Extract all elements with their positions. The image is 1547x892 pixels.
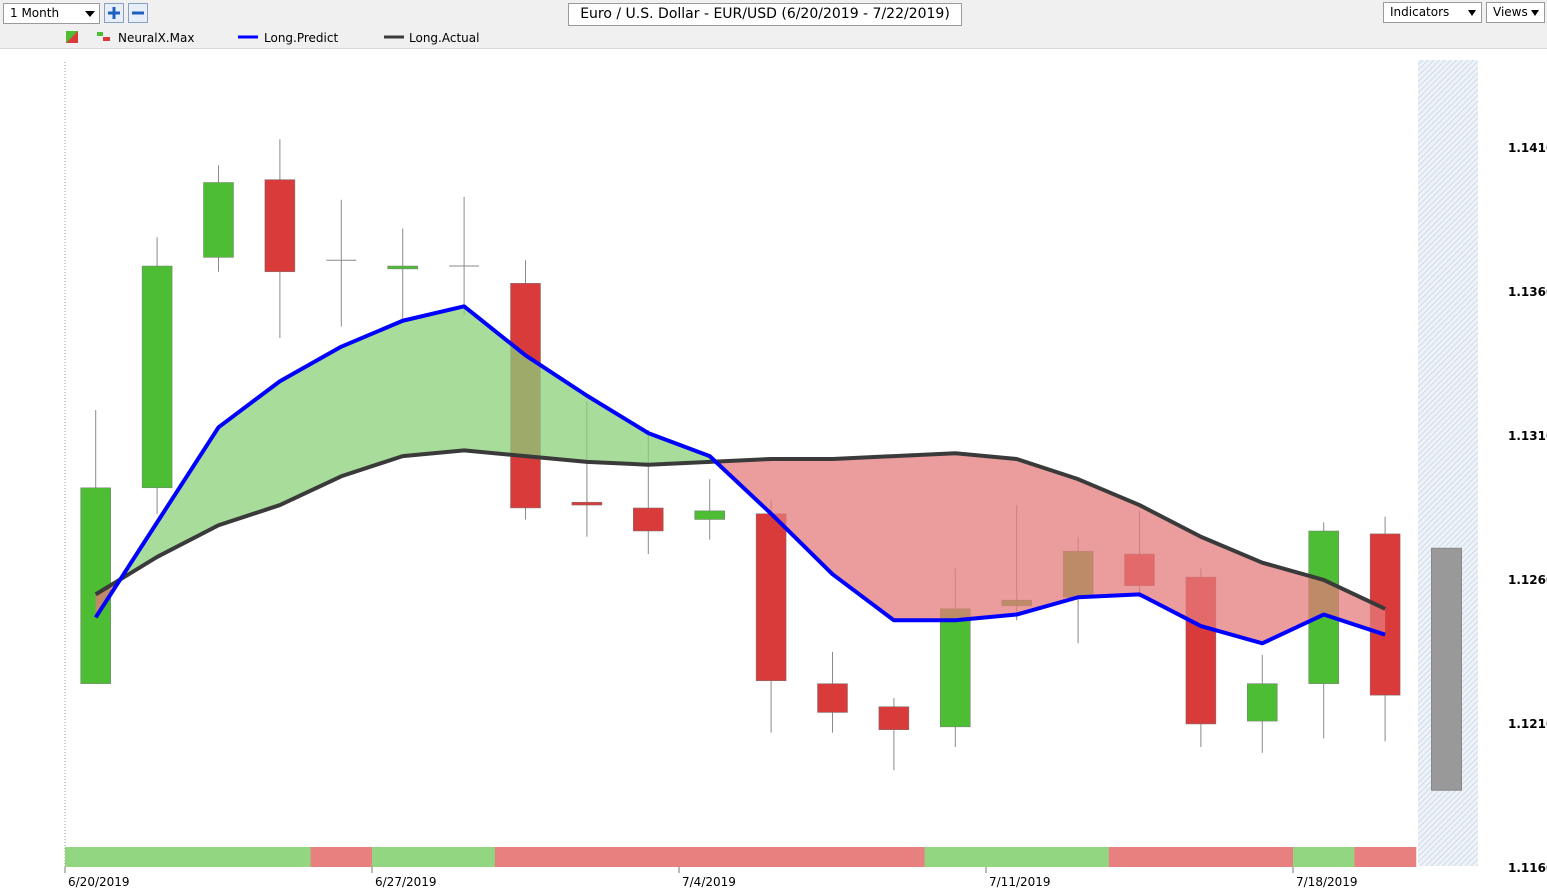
signal-segment [310, 847, 373, 867]
views-select[interactable]: Views [1486, 2, 1545, 23]
legend-label: NeuralX.Max [118, 31, 194, 45]
legend-swatch [97, 32, 103, 36]
candle-body [80, 487, 111, 684]
x-tick-label: 7/18/2019 [1296, 875, 1358, 889]
dropdown-arrow [85, 11, 95, 17]
indicators-select[interactable]: Indicators [1383, 2, 1482, 23]
y-tick-label: 1.1160 [1508, 861, 1547, 875]
signal-segment [1047, 847, 1110, 867]
signal-segment [433, 847, 496, 867]
fill-area [120, 306, 716, 580]
candle-body [264, 179, 296, 273]
signal-segment [740, 847, 803, 867]
zoom-in-button[interactable] [104, 3, 124, 23]
forecast-bar [1431, 547, 1462, 791]
indicators-label: Indicators [1390, 5, 1450, 19]
y-tick-label: 1.1410 [1508, 141, 1547, 155]
zoom-out-button[interactable] [128, 3, 148, 23]
candle-body [387, 265, 418, 270]
signal-segment [1354, 847, 1417, 867]
dropdown-arrow [1468, 10, 1476, 16]
line-series [94, 304, 1386, 646]
y-tick-label: 1.1260 [1508, 573, 1547, 587]
candle-body [817, 683, 848, 713]
signal-segment [1170, 847, 1233, 867]
candle-body [878, 706, 910, 730]
legend-label: Long.Predict [264, 31, 338, 45]
signal-segment [494, 847, 557, 867]
signal-segment [65, 847, 127, 867]
x-tick-label: 6/20/2019 [68, 875, 130, 889]
dropdown-arrow [1531, 10, 1539, 16]
views-label: Views [1493, 5, 1528, 19]
signal-segment [924, 847, 987, 867]
signal-segment [1293, 847, 1355, 867]
signal-segment [249, 847, 312, 867]
candle-body [694, 510, 725, 520]
y-tick-label: 1.1360 [1508, 285, 1547, 299]
toolbar: 1 Month Euro / U.S. Dollar - EUR/USD (6/… [0, 0, 1547, 49]
signal-segment [679, 847, 741, 867]
candle-body [141, 265, 173, 489]
x-tick-label: 7/4/2019 [682, 875, 736, 889]
signal-segment [1108, 847, 1171, 867]
candle-body [203, 182, 234, 258]
signal-segment [126, 847, 189, 867]
period-select[interactable]: 1 Month [3, 3, 100, 24]
x-tick-label: 7/11/2019 [989, 875, 1051, 889]
signal-segment [187, 847, 250, 867]
candle-body [571, 501, 603, 506]
plus-icon [108, 7, 120, 19]
candle-body [1247, 683, 1278, 722]
y-tick-label: 1.1310 [1508, 429, 1547, 443]
signal-segment [986, 847, 1048, 867]
period-label: 1 Month [10, 6, 60, 20]
signal-segment [372, 847, 434, 867]
signal-segment [617, 847, 680, 867]
candle-body [940, 608, 971, 728]
legend-main-icon [66, 31, 78, 43]
minus-icon [132, 11, 144, 15]
signal-segment [1231, 847, 1294, 867]
x-tick-label: 6/27/2019 [375, 875, 437, 889]
chart-title: Euro / U.S. Dollar - EUR/USD (6/20/2019 … [568, 3, 962, 26]
signal-segment [863, 847, 926, 867]
candle-body [633, 507, 664, 532]
signal-segment [801, 847, 864, 867]
line-series [94, 448, 1386, 611]
legend-swatch [103, 37, 110, 41]
signal-segment [556, 847, 619, 867]
fill-area [715, 453, 1386, 644]
legend-label: Long.Actual [409, 31, 479, 45]
y-tick-label: 1.1210 [1508, 717, 1547, 731]
candle-body [755, 513, 787, 682]
